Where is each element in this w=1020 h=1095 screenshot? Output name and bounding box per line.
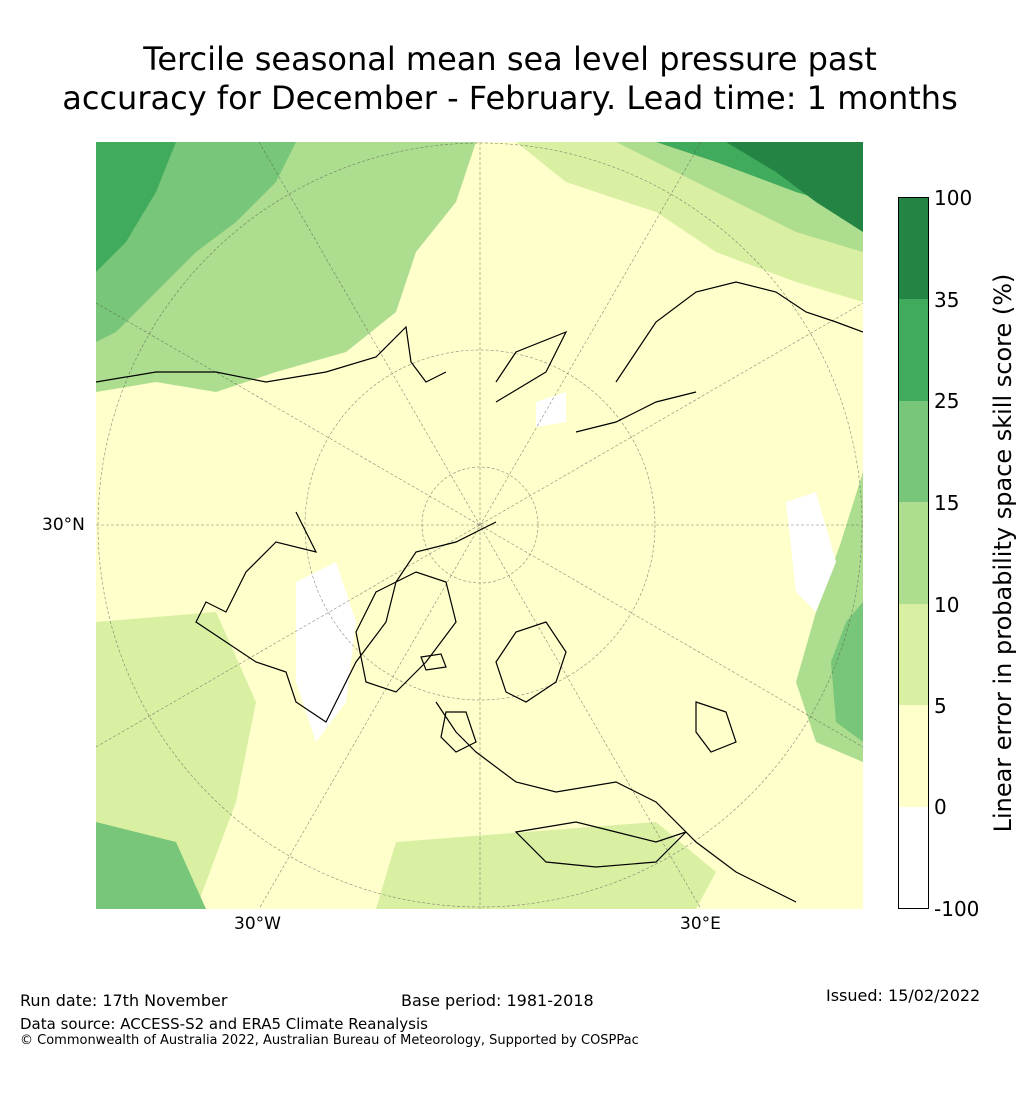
field-east-edge-dark	[831, 602, 863, 742]
field-white-patch-1	[296, 562, 356, 742]
meridian-30e	[258, 142, 702, 909]
lon-label-30w: 30°W	[234, 914, 281, 934]
coast-north-america	[195, 511, 497, 723]
colorbar-frame	[898, 197, 929, 909]
colorbar-title: Linear error in probability space skill …	[989, 273, 1017, 833]
colorbar-tick-5: 5	[934, 694, 947, 718]
coast-mediterranean	[514, 821, 687, 868]
coast-alaska	[96, 325, 447, 383]
field-white-patch-2	[786, 492, 836, 612]
field-white-patch-3	[536, 392, 566, 427]
field-south-band	[376, 822, 716, 909]
issued-date: Issued: 15/02/2022	[826, 986, 981, 1005]
colorbar-svg	[898, 197, 929, 909]
lat-label-30n: 30°N	[42, 515, 85, 535]
title-line-1: Tercile seasonal mean sea level pressure…	[143, 40, 877, 78]
lon-label-30e: 30°E	[680, 914, 721, 934]
colorbar-tick-15: 15	[934, 491, 960, 515]
meridian-60e	[96, 302, 863, 748]
map-canvas	[96, 142, 863, 909]
colorbar-band-10-15	[898, 502, 929, 604]
latitude-circle-60	[304, 349, 656, 701]
colorbar-band-15-25	[898, 401, 929, 502]
colorbar-tick-35: 35	[934, 288, 960, 312]
chart-title: Tercile seasonal mean sea level pressure…	[0, 40, 1020, 118]
colorbar	[898, 197, 929, 909]
colorbar-band-25-35	[898, 299, 929, 401]
colorbar-tick-neg100: -100	[934, 897, 980, 921]
colorbar-band-0-5	[898, 705, 929, 807]
coast-russia-arctic	[495, 330, 697, 433]
field-northeast-darkest	[726, 142, 863, 232]
colorbar-band-5-10	[898, 604, 929, 705]
colorbar-tick-0: 0	[934, 795, 947, 819]
polar-map	[96, 142, 863, 909]
title-line-2: accuracy for December - February. Lead t…	[62, 79, 958, 117]
field-southwest-dark	[96, 822, 206, 909]
colorbar-tick-10: 10	[934, 593, 960, 617]
coast-uk	[440, 711, 477, 753]
coast-europe	[435, 701, 797, 903]
colorbar-tick-25: 25	[934, 389, 960, 413]
copyright: © Commonwealth of Australia 2022, Austra…	[20, 1033, 639, 1048]
meridian-60w	[96, 302, 863, 748]
graticule	[96, 142, 863, 909]
base-period: Base period: 1981-2018	[401, 991, 594, 1010]
colorbar-band-35-100	[898, 197, 929, 299]
coast-greenland	[355, 571, 457, 693]
coastlines	[96, 281, 863, 903]
data-source: Data source: ACCESS-S2 and ERA5 Climate …	[20, 1015, 428, 1033]
coast-iceland	[420, 653, 447, 671]
coast-caspian	[695, 701, 737, 753]
run-date: Run date: 17th November	[20, 991, 228, 1010]
colorbar-tick-100: 100	[934, 186, 973, 210]
coast-siberia	[615, 281, 863, 383]
field-north-pacific-core	[96, 142, 176, 272]
coast-scandinavia	[495, 621, 567, 703]
colorbar-band-neg100-0	[898, 807, 929, 909]
